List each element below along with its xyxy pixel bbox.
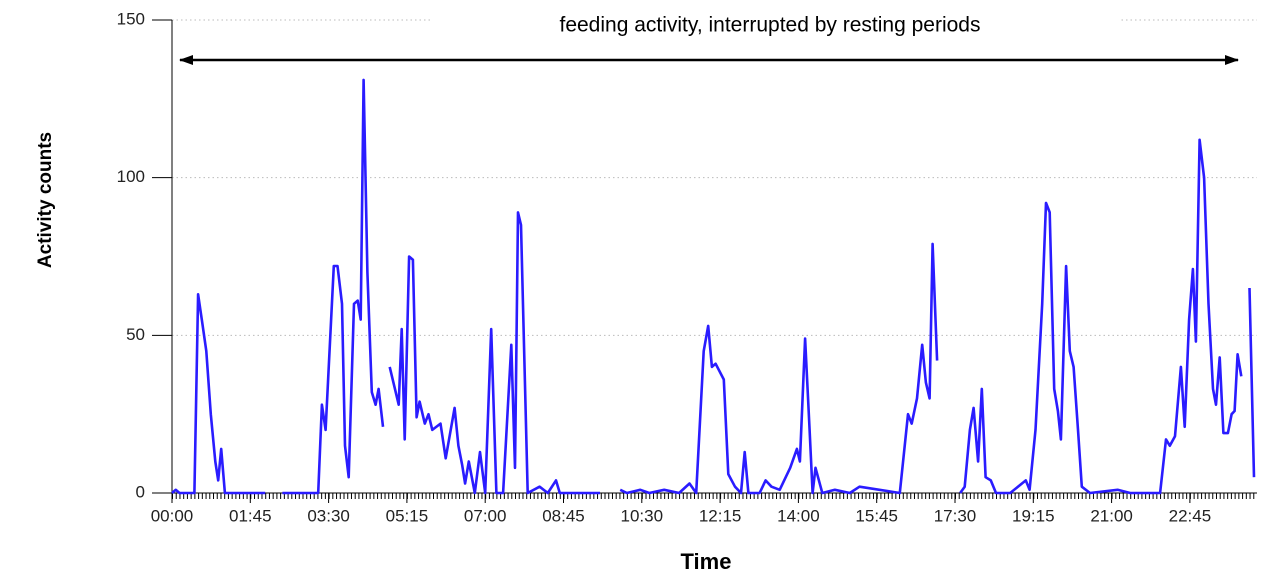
x-tick-label: 17:30: [934, 506, 977, 525]
x-tick-label: 07:00: [464, 506, 507, 525]
grid: [172, 19, 1257, 336]
y-tick-label: 100: [117, 167, 145, 186]
x-tick-label: 10:30: [621, 506, 664, 525]
x-tick-label: 00:00: [151, 506, 194, 525]
y-tick-label: 150: [117, 9, 145, 28]
x-tick-label: 14:00: [777, 506, 820, 525]
x-tick-label: 21:00: [1090, 506, 1133, 525]
x-tick-label: 15:45: [855, 506, 898, 525]
annotation-backdrop: [430, 6, 1120, 44]
y-tick-label: 50: [126, 325, 145, 344]
y-tick-label: 0: [136, 482, 145, 501]
x-tick-label: 05:15: [386, 506, 429, 525]
x-tick-label: 12:15: [699, 506, 742, 525]
x-tick-label: 03:30: [307, 506, 350, 525]
x-tick-label: 22:45: [1169, 506, 1212, 525]
activity-line: [171, 78, 1256, 495]
x-tick-label: 19:15: [1012, 506, 1055, 525]
x-tick-label: 08:45: [542, 506, 585, 525]
annotation: feeding activity, interrupted by resting…: [559, 14, 980, 37]
x-axis-title: Time: [681, 549, 732, 574]
y-axis-title: Activity counts: [35, 132, 56, 268]
x-tick-label: 01:45: [229, 506, 272, 525]
